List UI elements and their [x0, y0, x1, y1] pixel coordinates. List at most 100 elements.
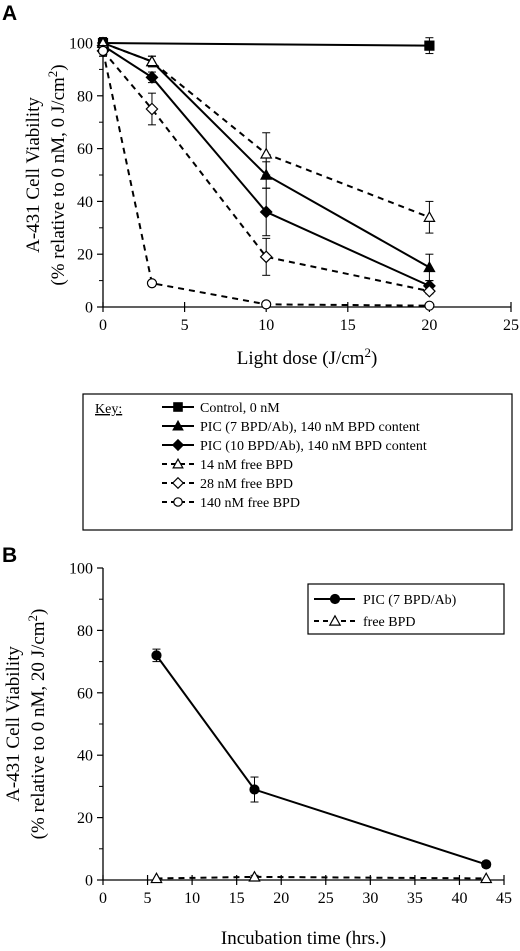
series-line [102, 44, 430, 287]
legend-marker [328, 614, 342, 626]
series-line [102, 42, 430, 47]
legend-marker [172, 419, 184, 431]
data-point [422, 284, 436, 298]
x-tick-label: 15 [229, 890, 245, 907]
x-tick-label: 30 [362, 890, 378, 907]
x-tick-label: 45 [496, 890, 512, 907]
data-point [423, 260, 436, 273]
y-tick-label: 60 [77, 141, 93, 158]
legend-label: 140 nM free BPD [200, 496, 300, 511]
series-6 [97, 45, 435, 311]
series-4 [96, 36, 436, 234]
x-tick-label: 5 [181, 317, 189, 334]
x-axis-label-main: Incubation time (hrs.) [221, 928, 386, 949]
panel-b-label: B [2, 544, 17, 567]
data-point [150, 872, 163, 884]
y-tick-label: 80 [77, 623, 93, 640]
y-tick-label: 60 [77, 685, 93, 702]
x-tick-label: 20 [421, 317, 437, 334]
data-point [146, 278, 158, 289]
panel-a-legend: Key: Control, 0 nM PIC (7 BPD/Ab), 140 nM… [82, 393, 513, 531]
y-axis-label-units-sup: 2 [45, 71, 60, 78]
series-1 [151, 648, 492, 870]
y-axis-label: A-431 Cell Viability [3, 646, 24, 802]
x-tick-label: 10 [184, 890, 200, 907]
series-3 [96, 39, 436, 293]
data-point [424, 40, 435, 51]
y-tick-label: 0 [85, 873, 93, 890]
legend-label: PIC (7 BPD/Ab) [363, 593, 457, 608]
legend-marker [173, 402, 183, 412]
x-tick-label: 0 [99, 890, 107, 907]
legend-marker [329, 593, 341, 605]
x-tick-label: 35 [407, 890, 423, 907]
data-point [145, 102, 159, 116]
legend-entry-4: 14 nM free BPD [162, 457, 293, 473]
y-axis-label-units-main: (% relative to 0 nM, 20 J/cm [28, 621, 49, 839]
legend-entry-3: PIC (10 BPD/Ab), 140 nM BPD content [162, 438, 427, 454]
legend-entry-2: free BPD [314, 614, 416, 630]
x-tick-label: 25 [318, 890, 334, 907]
y-tick-label: 40 [77, 748, 93, 765]
y-tick-label: 20 [77, 810, 93, 827]
legend-box [82, 393, 513, 531]
x-axis-label: Incubation time (hrs.) [221, 928, 386, 949]
data-point [145, 70, 159, 84]
legend-marker [172, 457, 184, 469]
x-tick-label: 0 [99, 317, 107, 334]
x-axis-label-tail: ) [371, 348, 377, 369]
legend-entry-5: 28 nM free BPD [162, 476, 293, 492]
x-tick-label: 5 [144, 890, 152, 907]
y-tick-label: 100 [69, 36, 93, 53]
legend-label: Control, 0 nM [200, 401, 280, 416]
data-point [248, 870, 261, 882]
data-point [481, 859, 492, 870]
x-axis-label: Light dose (J/cm2) [237, 345, 378, 369]
legend-label: 14 nM free BPD [200, 458, 293, 473]
y-axis-label: A-431 Cell Viability [23, 97, 44, 253]
legend-marker [173, 497, 183, 507]
x-axis-label-main: Light dose (J/cm [237, 348, 365, 369]
data-point [97, 45, 109, 57]
y-axis-label-units-sup: 2 [25, 615, 40, 622]
panel-b-legend: PIC (7 BPD/Ab) free BPD [307, 583, 505, 635]
y-axis-label-units-main: (% relative to 0 nM, 0 J/cm [48, 77, 69, 286]
x-axis-label-sup: 2 [364, 345, 371, 360]
data-point [259, 205, 273, 219]
data-point [151, 650, 162, 661]
data-point [260, 147, 273, 159]
legend-marker [171, 476, 185, 490]
x-tick-label: 10 [258, 317, 274, 334]
x-tick-label: 25 [503, 317, 519, 334]
data-point [261, 299, 272, 310]
data-point [479, 872, 493, 884]
legend-entry-2: PIC (7 BPD/Ab), 140 nM BPD content [162, 419, 420, 435]
series-line [155, 654, 487, 866]
y-tick-label: 0 [85, 300, 93, 317]
y-tick-label: 100 [69, 561, 93, 578]
legend-label: 28 nM free BPD [200, 477, 293, 492]
data-point [249, 784, 260, 795]
y-axis-label-units: (% relative to 0 nM, 0 J/cm2) [45, 64, 69, 285]
x-tick-label: 40 [451, 890, 467, 907]
x-tick-label: 15 [340, 317, 356, 334]
y-tick-label: 20 [77, 247, 93, 264]
legend-entry-1: Control, 0 nM [162, 401, 280, 416]
data-point [423, 210, 436, 222]
legend-title: Key: [95, 402, 122, 417]
data-point [259, 250, 273, 264]
y-tick-label: 80 [77, 88, 93, 105]
y-axis-label-units: (% relative to 0 nM, 20 J/cm2) [25, 609, 49, 840]
legend-marker [171, 438, 185, 452]
series-line [156, 875, 487, 880]
series-1 [97, 37, 435, 55]
legend-label: PIC (7 BPD/Ab), 140 nM BPD content [200, 420, 420, 435]
y-axis-label-units-tail: ) [48, 64, 69, 70]
y-tick-label: 40 [77, 194, 93, 211]
legend-entry-6: 140 nM free BPD [162, 496, 300, 511]
x-tick-label: 20 [273, 890, 289, 907]
series-line [102, 50, 430, 293]
panel-a-label: A [2, 2, 17, 25]
